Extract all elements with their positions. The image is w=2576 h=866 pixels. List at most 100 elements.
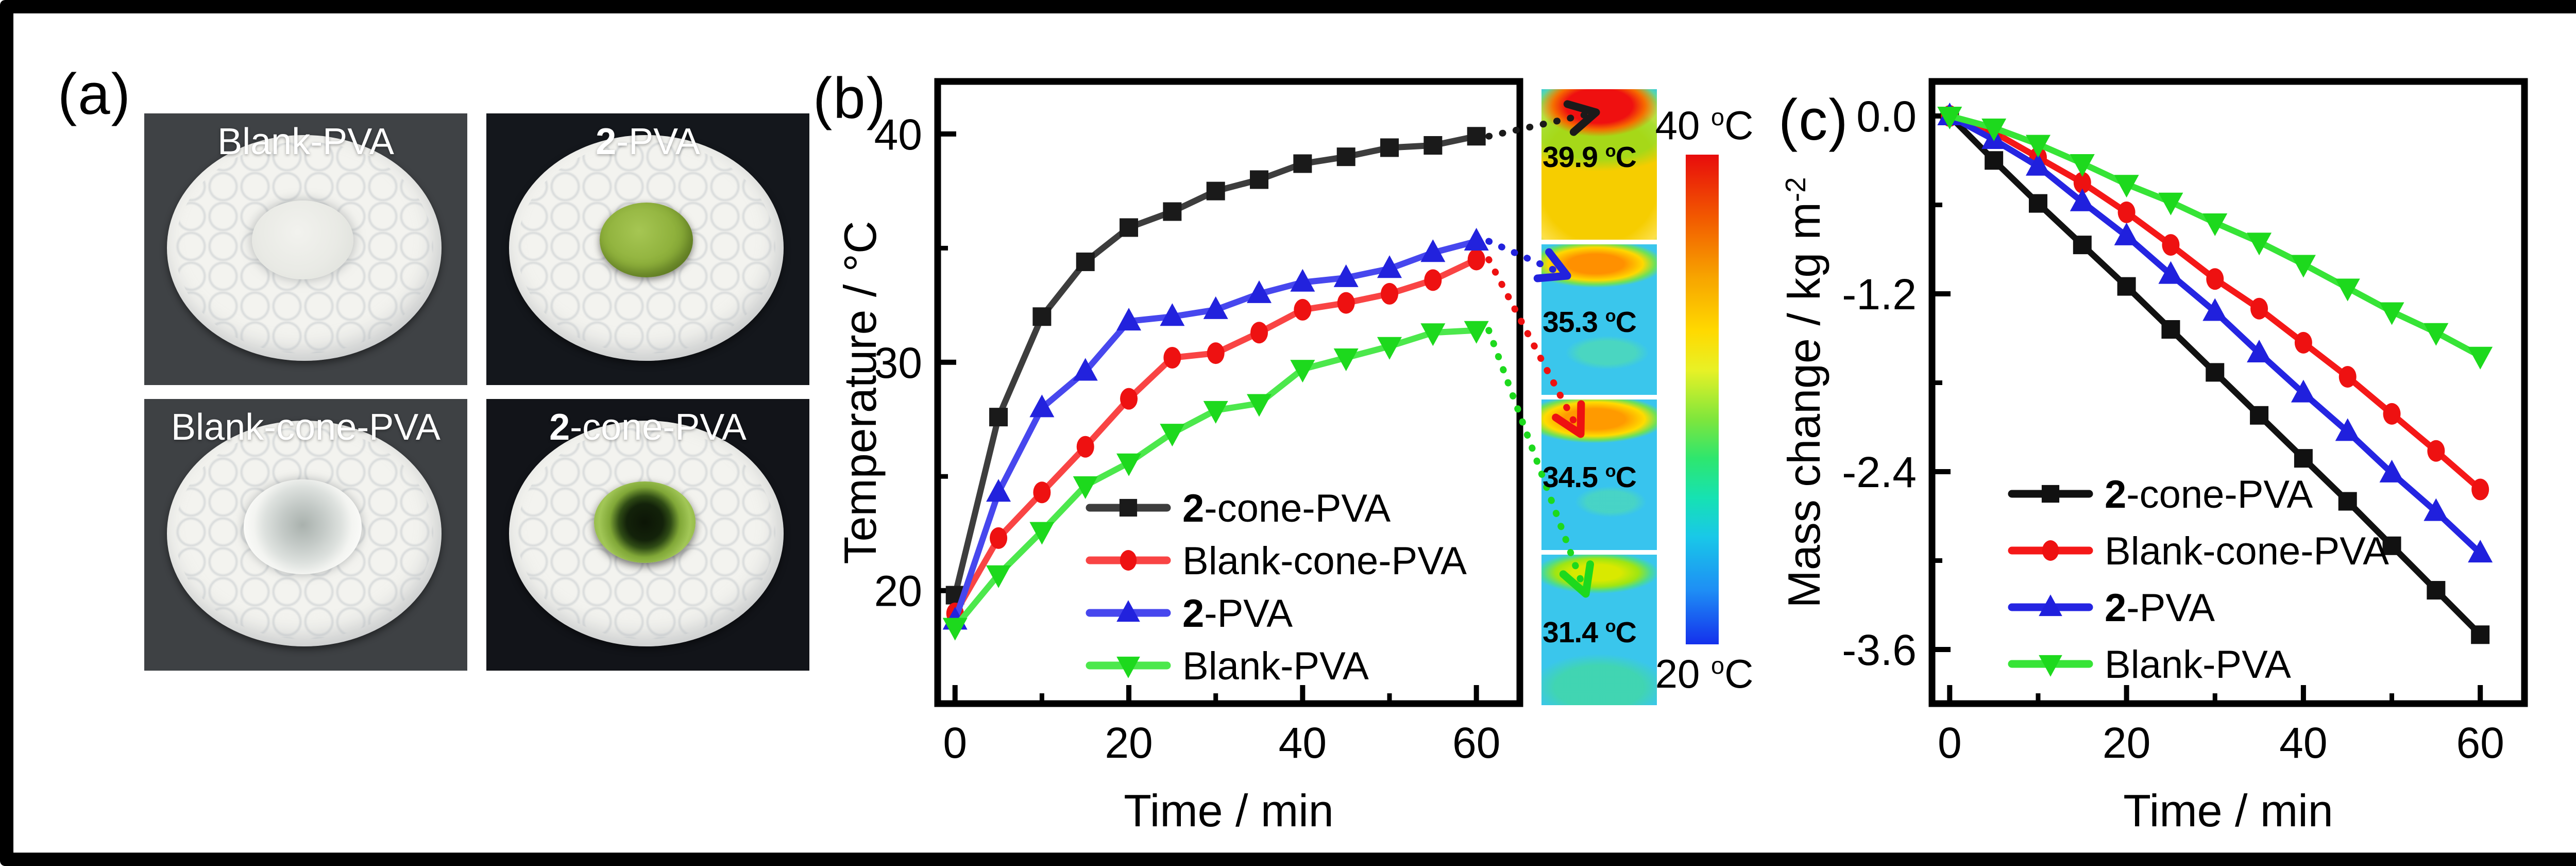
foam-disc [166,135,442,361]
photo-label-text: -cone-PVA [570,407,747,448]
axis-ticks [938,131,1479,704]
y-tick-label: 20 [874,567,922,615]
degree-sup: o [1605,461,1616,481]
series-line [1946,112,2484,557]
series-2-cone-PVA [945,127,1486,605]
series-line [952,327,1480,630]
photo-label: 2-PVA [486,121,809,163]
y-tick-label: -3.6 [1842,626,1917,674]
white-cone-center [244,479,362,574]
legend-item-Blank-PVA: Blank-PVA [2008,643,2291,687]
legend-item-2-cone-PVA: 2-cone-PVA [1086,487,1391,530]
series-2-PVA [1937,102,2493,563]
colorbar-max-value: 40 [1655,103,1700,148]
series-line [952,238,1480,624]
legend-label: 2-cone-PVA [2105,473,2313,517]
x-tick-label: 40 [1279,719,1327,767]
x-tick-label: 20 [1105,719,1153,767]
legend-item-2-PVA: 2-PVA [1086,592,1293,636]
axis-ticks [1932,113,2483,704]
legend-item-2-PVA: 2-PVA [2008,586,2215,630]
degree-unit: C [1615,461,1637,494]
series-Blank-PVA [1937,106,2493,370]
foam-disc [509,421,784,646]
photo-label-bold: 2 [549,407,570,448]
legend: 2-cone-PVA Blank-cone-PVA 2-PVA Blank-PVA [1086,487,1467,688]
thermal-temp-1: 39.9 oC [1543,140,1661,174]
blank-pva-center [252,201,354,280]
tick-labels: 0 20 40 60 0.0 -1.2 -2.4 -3.6 [1842,92,2504,767]
foam-disc [509,135,784,361]
photo-2-pva: 2-PVA [486,113,809,385]
temp-value: 34.5 [1543,461,1598,494]
plot-frame [934,78,1523,707]
y-tick-label: -2.4 [1842,448,1917,496]
panel-a-label: (a) [58,62,131,126]
legend-item-Blank-cone-PVA: Blank-cone-PVA [1086,539,1467,583]
x-axis-title: Time / min [2123,785,2333,836]
legend-item-2-cone-PVA: 2-cone-PVA [2008,473,2313,517]
temp-value: 31.4 [1543,616,1598,649]
legend-label: Blank-cone-PVA [2105,529,2389,573]
degree-unit: C [1724,651,1754,696]
series-line [1946,112,2484,638]
degree-unit: C [1615,616,1637,649]
series-2-PVA [942,228,1489,630]
legend-item-Blank-PVA: Blank-PVA [1086,644,1369,688]
series-line [1946,112,2484,359]
series-Blank-cone-PVA [1941,105,2489,501]
series-Blank-cone-PVA [946,248,1485,625]
x-axis-title: Time / min [1124,785,1333,836]
y-tick-label: 0.0 [1856,92,1917,141]
y-axis-title: Mass change / kg m-2 [1778,177,1829,608]
legend-label: 2-cone-PVA [1182,487,1391,530]
degree-unit: C [1724,103,1754,148]
panel-b-label: (b) [813,66,887,130]
photo-label: 2-cone-PVA [486,406,809,448]
photo-label: Blank-cone-PVA [144,406,467,448]
series-line [1946,112,2484,493]
x-tick-label: 40 [2279,719,2327,767]
temp-value: 39.9 [1543,141,1598,174]
temp-value: 35.3 [1543,306,1598,339]
colorbar-min-value: 20 [1655,651,1700,696]
panel-c-label: (c) [1778,88,1849,152]
green-cone-center [594,481,696,563]
y-axis-title: Temperature / °C [835,221,886,564]
legend-label: 2-PVA [1182,592,1293,636]
colorbar-max-label: 40 oC [1637,102,1771,149]
degree-sup: o [1605,141,1616,161]
degree-sup: o [1711,652,1725,679]
series-line [952,256,1480,617]
x-tick-label: 0 [943,719,967,767]
thermal-temp-2: 35.3 oC [1543,305,1661,339]
foam-disc [166,421,442,646]
series-line [952,133,1480,598]
series-Blank-PVA [942,321,1489,641]
degree-sup: o [1605,306,1616,326]
legend-label: Blank-PVA [2105,643,2291,687]
thermal-temp-3: 34.5 oC [1543,460,1661,494]
degree-sup: o [1711,104,1725,130]
y-tick-label: 30 [874,339,922,387]
green-sample-center [599,203,693,277]
degree-sup: o [1605,617,1616,636]
temperature-colorbar [1686,155,1719,644]
colorbar-min-label: 20 oC [1637,651,1771,697]
legend-label: Blank-PVA [1182,644,1369,688]
photo-label: Blank-PVA [144,121,467,163]
photo-label-text: Blank-PVA [217,121,394,162]
x-tick-label: 0 [1938,719,1962,767]
x-tick-label: 60 [2456,719,2504,767]
photo-2-cone-pva: 2-cone-PVA [486,399,809,671]
x-tick-label: 20 [2103,719,2150,767]
photo-label-bold: 2 [596,121,617,162]
legend-item-Blank-cone-PVA: Blank-cone-PVA [2008,529,2389,573]
legend: 2-cone-PVA Blank-cone-PVA 2-PVA Blank-PVA [2008,473,2389,687]
series-2-cone-PVA [1940,106,2490,644]
photo-label-text: -PVA [616,121,700,162]
legend-label: Blank-cone-PVA [1182,539,1467,583]
chart-mass-change-vs-time: 0 20 40 60 0.0 -1.2 -2.4 -3.6 Time / min Mass cha… [1778,78,2528,836]
